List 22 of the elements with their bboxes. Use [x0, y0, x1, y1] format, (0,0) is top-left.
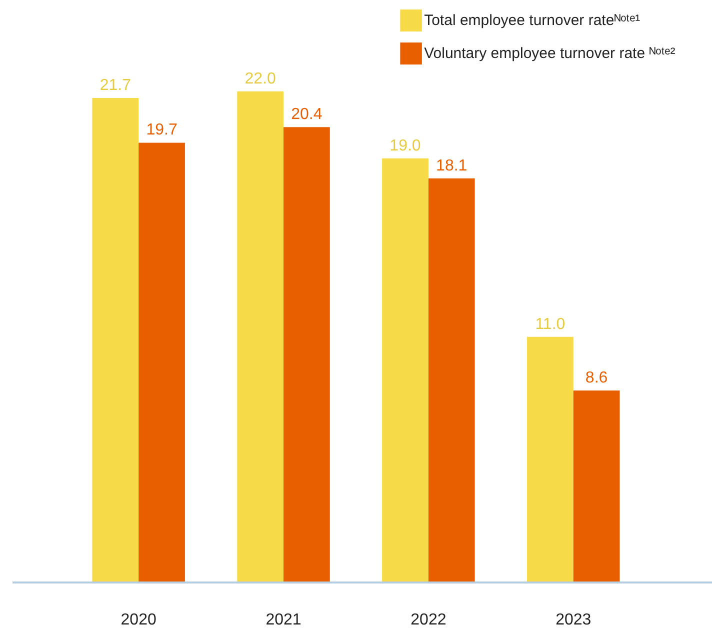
data-label: 20.4: [291, 106, 322, 124]
bar: [92, 98, 139, 582]
x-tick-label: 2021: [266, 612, 302, 628]
data-label: 21.7: [100, 77, 132, 94]
bar: [573, 390, 620, 582]
data-label: 11.0: [535, 316, 566, 333]
data-label: 8.6: [585, 370, 608, 387]
bar: [237, 91, 284, 582]
data-label: 22.0: [244, 70, 276, 88]
x-tick-label: 2022: [410, 612, 446, 628]
data-label: 18.1: [436, 157, 468, 174]
x-tick-label: 2023: [556, 612, 592, 628]
legend-label: Voluntary employee turnover rate ᴺᵒᵗᵉ²: [424, 45, 676, 62]
legend-label: Total employee turnover rateᴺᵒᵗᵉ¹: [424, 12, 640, 29]
x-tick-label: 2020: [120, 612, 156, 628]
bar: [428, 178, 475, 582]
bar: [138, 142, 185, 582]
data-label: 19.0: [390, 137, 421, 154]
bar: [526, 336, 574, 582]
bar: [382, 158, 428, 582]
bar: [284, 127, 330, 582]
data-label: 19.7: [146, 122, 178, 139]
